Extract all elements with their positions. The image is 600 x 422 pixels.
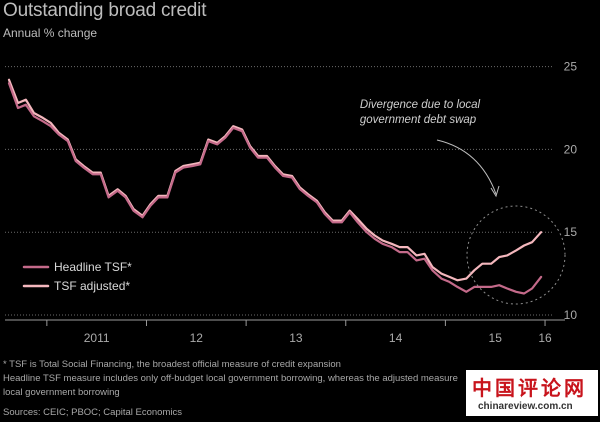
axis-layer: 10 15 20 25 2011 12 13 14 15 16 [5, 60, 577, 345]
y-tick-label: 20 [564, 142, 578, 156]
legend: Headline TSF* TSF adjusted* [22, 260, 132, 293]
grid-layer [5, 66, 552, 316]
legend-label-adjusted: TSF adjusted* [54, 279, 130, 293]
chart-title: Outstanding broad credit [3, 0, 207, 21]
highlight-circle [466, 205, 566, 305]
footnote-tsf-definition: * TSF is Total Social Financing, the bro… [3, 359, 341, 370]
annotation-arrowhead [490, 185, 500, 198]
x-tick-label: 15 [489, 331, 503, 345]
y-tick-label: 25 [564, 60, 578, 74]
y-tick-label: 15 [564, 225, 578, 239]
annotation-layer: Divergence due to local government debt … [360, 99, 566, 305]
y-tick-label: 10 [564, 308, 578, 322]
watermark-chinese-text: 中国评论网 [472, 376, 587, 400]
watermark-url: chinareview.com.cn [478, 401, 573, 412]
x-tick-label: 2011 [84, 331, 110, 345]
footnote-local-borrowing: local government borrowing [3, 387, 120, 398]
x-tick-label: 12 [190, 331, 204, 345]
annotation-arrow [436, 139, 497, 195]
chart-subtitle: Annual % change [3, 26, 98, 40]
chart-svg: 10 15 20 25 2011 12 13 14 15 16 Divergence due to… [5, 60, 577, 345]
x-tick-label: 16 [538, 331, 552, 345]
footnote-headline-vs-adjusted: Headline TSF measure includes only off-b… [3, 373, 458, 384]
annotation-line-2: government debt swap [360, 114, 477, 126]
annotation-line-1: Divergence due to local [360, 99, 481, 111]
x-tick-label: 13 [289, 331, 303, 345]
chinareview-watermark: 中国评论网 chinareview.com.cn [466, 370, 598, 416]
legend-label-headline: Headline TSF* [54, 260, 132, 274]
series-line-headline-tsf [7, 82, 543, 295]
chart-source: Sources: CEIC; PBOC; Capital Economics [3, 407, 182, 418]
series-layer [7, 78, 543, 295]
x-tick-label: 14 [389, 331, 403, 345]
